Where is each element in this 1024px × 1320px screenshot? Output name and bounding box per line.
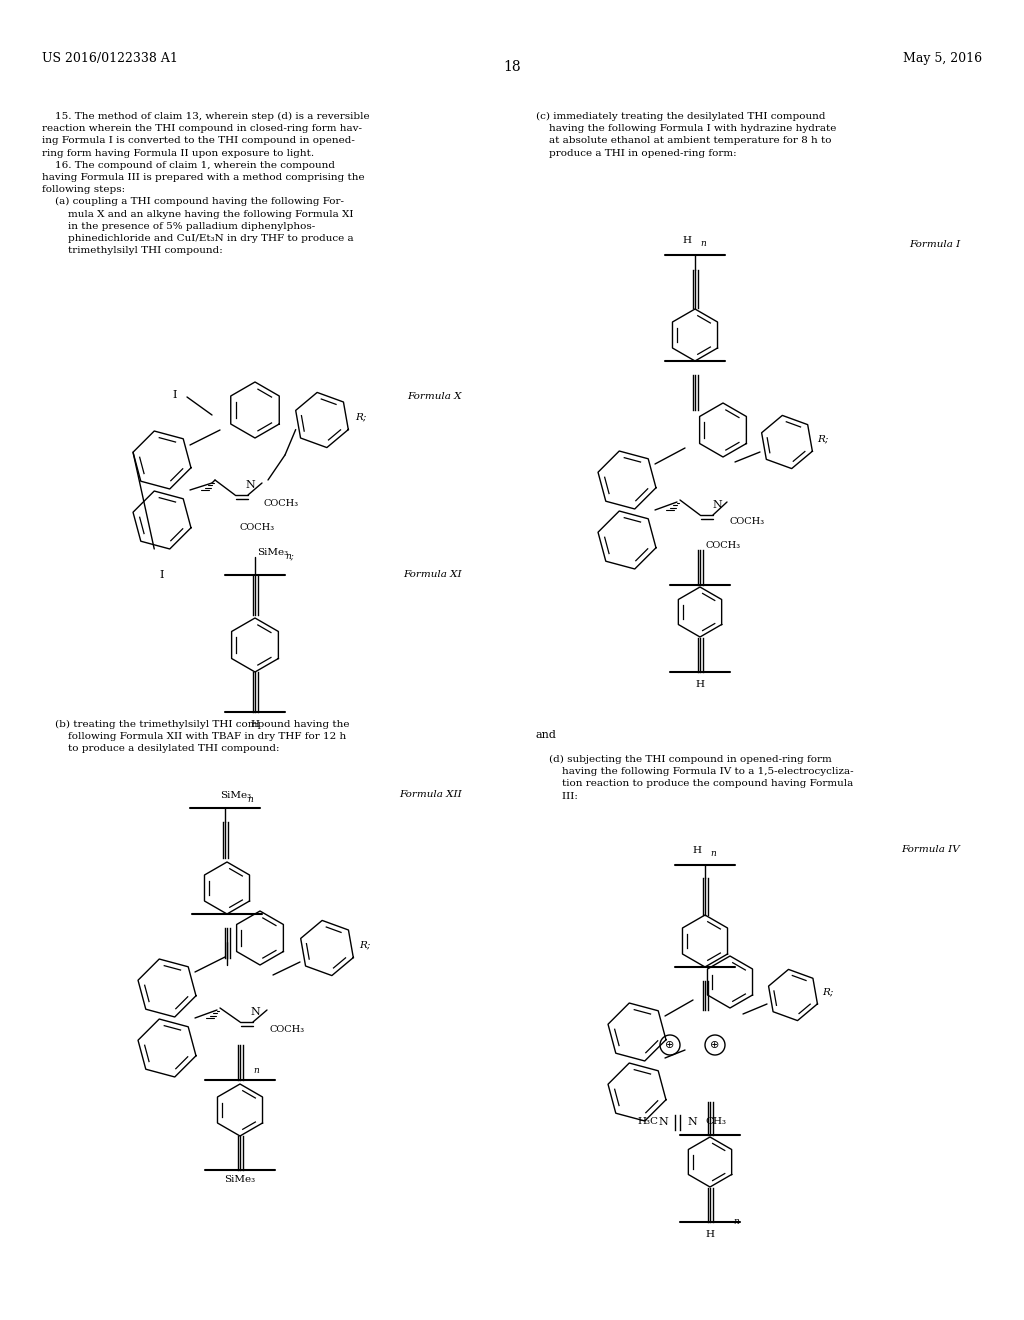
Text: (d) subjecting the THI compound in opened-ring form
        having the following: (d) subjecting the THI compound in opene…: [536, 755, 854, 800]
Text: May 5, 2016: May 5, 2016: [903, 51, 982, 65]
Text: CH₃: CH₃: [705, 1118, 726, 1126]
Text: R;: R;: [817, 434, 828, 444]
Text: (c) immediately treating the desilylated THI compound
    having the following F: (c) immediately treating the desilylated…: [536, 112, 837, 157]
Text: Formula XI: Formula XI: [403, 570, 462, 579]
Text: N: N: [250, 1007, 260, 1016]
Text: n: n: [247, 795, 253, 804]
Text: n: n: [700, 239, 706, 248]
Text: Formula I: Formula I: [908, 240, 961, 249]
Text: SiMe₃: SiMe₃: [224, 1175, 256, 1184]
Text: H: H: [251, 719, 259, 729]
Text: and: and: [536, 730, 557, 741]
Text: COCH₃: COCH₃: [264, 499, 299, 507]
Text: N: N: [245, 480, 255, 490]
Text: n: n: [710, 849, 716, 858]
Text: I: I: [160, 570, 164, 579]
Text: R;: R;: [359, 940, 371, 949]
Text: 15. The method of claim 13, wherein step (d) is a reversible
reaction wherein th: 15. The method of claim 13, wherein step…: [42, 112, 370, 255]
Text: Formula IV: Formula IV: [901, 845, 961, 854]
Text: I: I: [173, 389, 177, 400]
Text: Formula XII: Formula XII: [399, 789, 462, 799]
Text: COCH₃: COCH₃: [705, 540, 740, 549]
Text: N: N: [658, 1117, 668, 1127]
Text: n: n: [733, 1217, 738, 1226]
Text: US 2016/0122338 A1: US 2016/0122338 A1: [42, 51, 178, 65]
Text: SiMe₃: SiMe₃: [220, 791, 251, 800]
Text: H: H: [683, 236, 691, 246]
Text: H: H: [692, 846, 701, 855]
Text: COCH₃: COCH₃: [729, 517, 764, 527]
Text: R;: R;: [355, 412, 367, 421]
Text: 18: 18: [503, 59, 521, 74]
Text: N: N: [687, 1117, 697, 1127]
Text: N: N: [712, 500, 722, 510]
Text: Formula X: Formula X: [408, 392, 462, 401]
Text: COCH₃: COCH₃: [240, 523, 275, 532]
Text: H: H: [706, 1230, 715, 1239]
Text: SiMe₃: SiMe₃: [257, 548, 288, 557]
Text: (b) treating the trimethylsilyl THI compound having the
        following Formul: (b) treating the trimethylsilyl THI comp…: [42, 719, 349, 754]
Text: COCH₃: COCH₃: [269, 1026, 304, 1035]
Text: ⊕: ⊕: [666, 1040, 675, 1049]
Text: R;: R;: [822, 987, 834, 997]
Text: n: n: [253, 1067, 259, 1074]
Text: H: H: [695, 680, 705, 689]
Text: n;: n;: [285, 550, 294, 560]
Text: H₃C: H₃C: [637, 1118, 658, 1126]
Text: ⊕: ⊕: [711, 1040, 720, 1049]
